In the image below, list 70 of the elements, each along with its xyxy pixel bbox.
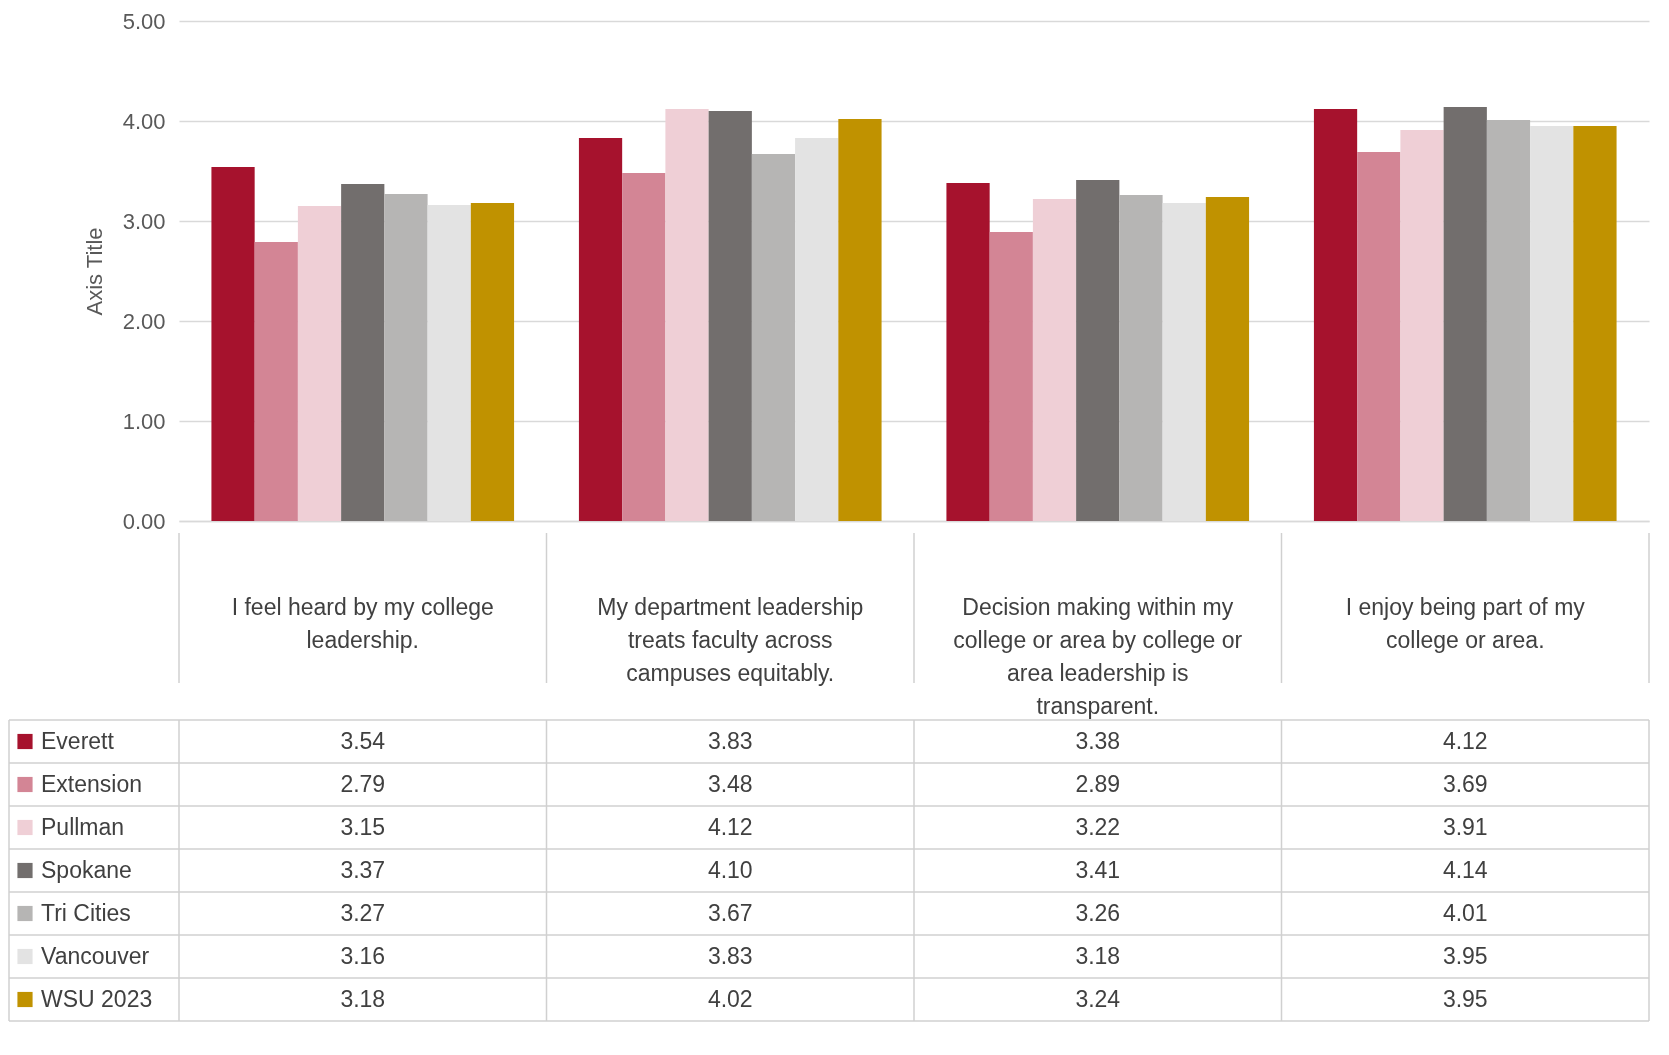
data-label: 3.16 (340, 942, 386, 969)
data-label: 3.27 (340, 899, 386, 926)
bar (665, 109, 709, 521)
bar (1032, 199, 1077, 521)
bar (989, 232, 1033, 521)
data-label: 3.83 (707, 727, 753, 754)
bar (708, 111, 752, 521)
data-label: 3.95 (1442, 942, 1488, 969)
data-label: 3.26 (1075, 899, 1121, 926)
data-label: 3.37 (340, 856, 386, 883)
y-tick-label: 3.00 (122, 208, 166, 234)
data-label: 2.89 (1075, 770, 1121, 797)
y-tick-label: 2.00 (122, 308, 166, 334)
x-tick-label: I enjoy being part of my college or area. (1345, 594, 1586, 653)
data-label: 4.14 (1442, 856, 1488, 883)
data-label: 3.18 (1075, 942, 1121, 969)
bar (946, 183, 990, 521)
y-tick-label: 1.00 (122, 408, 166, 434)
legend-label: Vancouver (41, 942, 150, 969)
data-label: 3.67 (707, 899, 753, 926)
data-label: 4.10 (707, 856, 753, 883)
bar (341, 184, 385, 521)
bar (838, 119, 882, 521)
bar (1119, 195, 1163, 521)
data-label: 3.91 (1442, 813, 1488, 840)
data-label: 4.12 (1442, 727, 1488, 754)
bar (1313, 109, 1358, 521)
bar (578, 138, 623, 521)
data-label: 3.41 (1075, 856, 1121, 883)
data-label: 3.38 (1075, 727, 1121, 754)
bar (751, 154, 796, 521)
bar (1400, 130, 1444, 521)
legend-label: WSU 2023 (41, 985, 153, 1012)
bar (384, 194, 428, 521)
data-label: 4.12 (707, 813, 753, 840)
x-tick-label: My department leadership treats faculty across campuses equitably. (597, 594, 864, 686)
bar (1205, 197, 1250, 521)
bar (1486, 120, 1531, 521)
y-tick-label: 5.00 (122, 8, 166, 34)
legend-label: Everett (41, 727, 115, 754)
bar (297, 206, 342, 521)
bar (1357, 152, 1401, 521)
data-label: 3.83 (707, 942, 753, 969)
bar (470, 203, 515, 521)
data-label: 3.18 (340, 985, 386, 1012)
bar (254, 242, 298, 521)
data-label: 4.01 (1442, 899, 1488, 926)
bar (1076, 180, 1120, 521)
data-label: 3.54 (340, 727, 386, 754)
data-label: 3.22 (1075, 813, 1121, 840)
data-label: 4.02 (707, 985, 753, 1012)
y-axis-title: Axis Title (81, 227, 107, 316)
legend-label: Pullman (41, 813, 125, 840)
bar (1443, 107, 1487, 521)
x-tick-label: Decision making within my college or area by college or area leadership is transparent. (953, 594, 1243, 719)
legend-label: Tri Cities (41, 899, 131, 926)
data-label: 3.69 (1442, 770, 1488, 797)
data-label: 3.24 (1075, 985, 1121, 1012)
x-tick-label: I feel heard by my college leadership. (231, 594, 494, 653)
data-label: 3.15 (340, 813, 386, 840)
bar (211, 167, 255, 521)
data-label: 2.79 (340, 770, 386, 797)
data-label: 3.48 (707, 770, 753, 797)
legend-label: Spokane (41, 856, 132, 883)
bar (1573, 126, 1617, 521)
legend-label: Extension (41, 770, 143, 797)
bar (622, 173, 666, 521)
data-label: 3.95 (1442, 985, 1488, 1012)
y-tick-label: 4.00 (122, 108, 166, 134)
y-tick-label: 0.00 (122, 508, 166, 534)
